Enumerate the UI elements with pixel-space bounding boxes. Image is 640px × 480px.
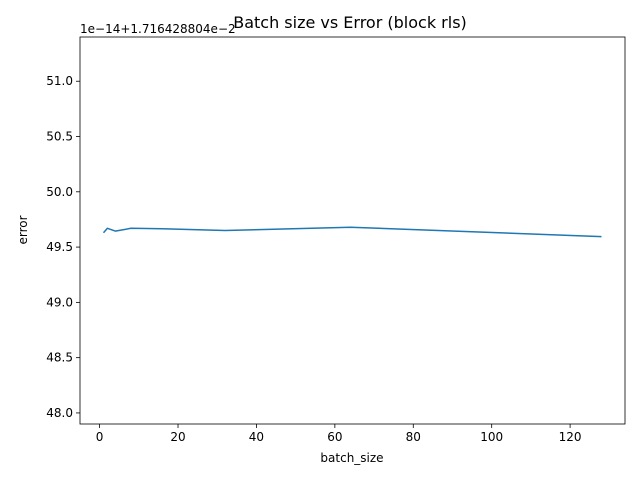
y-tick-label: 50.5: [46, 130, 73, 144]
y-axis-offset-label: 1e−14+1.716428804e−2: [80, 22, 236, 36]
y-axis-ticks: 48.0 48.5 49.0 49.5 50.0 50.5 51.0: [46, 74, 80, 420]
x-axis-ticks: 0 20 40 60 80 100 120: [96, 424, 582, 444]
x-tick-label: 0: [96, 430, 104, 444]
y-tick-label: 49.0: [46, 295, 73, 309]
y-tick-label: 50.0: [46, 185, 73, 199]
axes-frame: [79, 36, 626, 425]
y-tick-label: 48.0: [46, 406, 73, 420]
y-axis-label: error: [16, 215, 30, 244]
error-series-line: [102, 226, 602, 238]
x-tick-label: 20: [170, 430, 185, 444]
y-tick-label: 48.5: [46, 351, 73, 365]
x-tick-label: 100: [480, 430, 503, 444]
x-tick-label: 80: [406, 430, 421, 444]
x-tick-label: 40: [249, 430, 264, 444]
x-tick-label: 60: [327, 430, 342, 444]
y-tick-label: 49.5: [46, 240, 73, 254]
y-tick-label: 51.0: [46, 74, 73, 88]
chart-title: Batch size vs Error (block rls): [233, 13, 467, 32]
x-axis-label: batch_size: [320, 451, 383, 465]
x-tick-label: 120: [559, 430, 582, 444]
plot-layer: [102, 226, 602, 238]
